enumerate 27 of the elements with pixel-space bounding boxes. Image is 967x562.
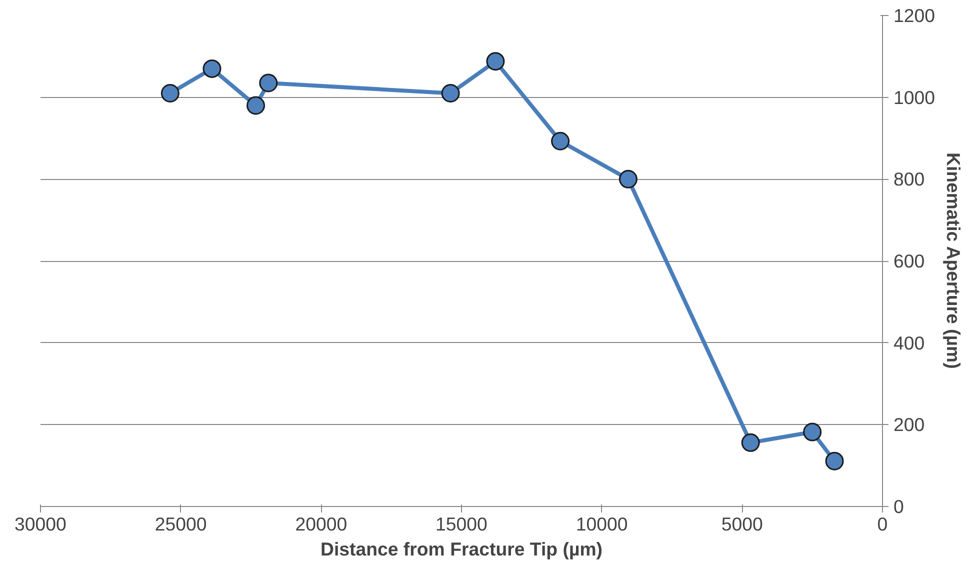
y-tick-label: 600: [894, 250, 925, 272]
point: [160, 84, 180, 102]
x-axis-title: Distance from Fracture Tip (µm): [320, 538, 603, 560]
x-tick-label: 15000: [436, 514, 488, 534]
point: [551, 132, 570, 150]
y-tick-label: 1000: [894, 86, 936, 108]
point: [803, 422, 822, 442]
y-axis-title: Kinematic Aperture (µm): [943, 152, 964, 369]
point: [259, 74, 278, 92]
x-tick-label: 30000: [14, 514, 66, 534]
x-tick-label: 20000: [295, 514, 348, 534]
point: [441, 84, 460, 102]
y-tick-label: 200: [894, 414, 925, 436]
point: [246, 96, 266, 115]
x-tick-label: 0: [877, 514, 888, 534]
y-tick-label: 0: [894, 496, 904, 517]
point: [618, 170, 638, 188]
point: [486, 52, 505, 71]
point: [741, 433, 760, 452]
x-tick-label: 5000: [721, 514, 763, 534]
y-tick-label: 800: [894, 168, 925, 190]
point: [825, 452, 844, 470]
x-tick-label: 25000: [154, 514, 207, 534]
y-tick-label: 400: [894, 332, 925, 354]
y-tick-label: 1200: [894, 5, 936, 26]
x-tick-label: 10000: [576, 514, 628, 534]
point: [202, 59, 222, 78]
